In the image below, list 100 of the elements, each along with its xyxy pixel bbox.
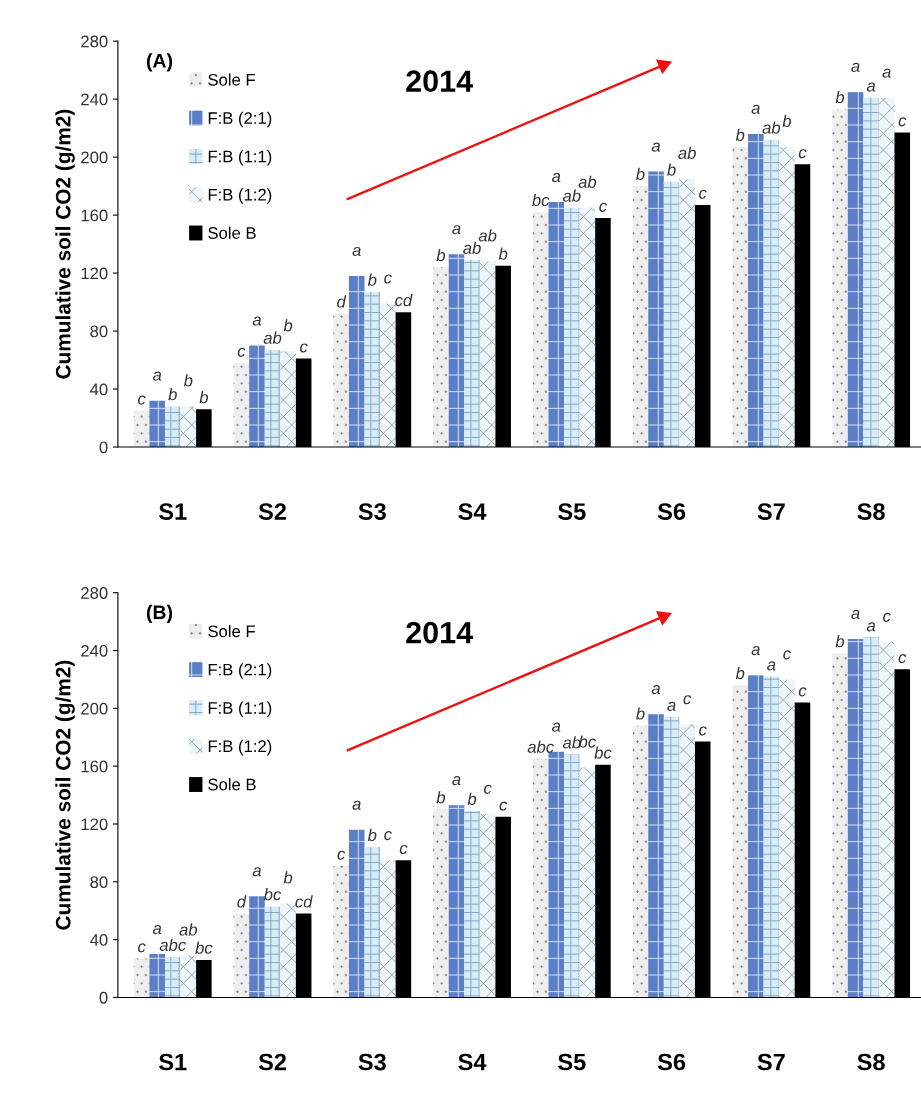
data-label: bc: [263, 888, 282, 901]
bar: [779, 679, 795, 998]
data-label: c: [683, 695, 692, 705]
bar: [832, 653, 848, 998]
bar: [732, 146, 749, 448]
data-label: c: [898, 117, 907, 127]
x-tick-label: S5: [558, 503, 586, 520]
data-label: abc: [159, 938, 187, 951]
bar: [564, 207, 580, 448]
data-label: a: [352, 246, 361, 257]
bar: [364, 291, 381, 448]
x-tick-label: S6: [657, 503, 686, 520]
bar: [748, 675, 764, 998]
bar: [133, 410, 150, 448]
data-label: a: [651, 685, 661, 695]
bar: [579, 767, 596, 998]
bar: [448, 254, 465, 448]
bar: [180, 406, 197, 448]
bar: [847, 91, 864, 448]
bar: [464, 260, 480, 448]
data-label: c: [384, 274, 392, 284]
x-tick-label: S1: [159, 1053, 187, 1071]
data-label: b: [467, 792, 477, 805]
legend-label: F:B (1:2): [208, 739, 272, 756]
bar: [532, 758, 549, 998]
bar: [732, 685, 749, 998]
data-label: d: [337, 295, 347, 308]
data-label: a: [851, 62, 860, 72]
data-label: b: [283, 871, 293, 884]
data-label: b: [735, 666, 745, 680]
bar: [532, 212, 549, 448]
annotation: 2014: [406, 70, 473, 92]
bar: [280, 903, 296, 998]
data-label: b: [183, 374, 193, 387]
data-label: a: [851, 609, 860, 619]
bar: [548, 202, 565, 448]
data-label: ab: [179, 923, 198, 936]
data-label: c: [138, 395, 146, 405]
data-label: b: [782, 114, 792, 127]
data-label: c: [300, 343, 308, 353]
bar: [663, 181, 680, 448]
legend-label: F:B (2:1): [208, 663, 272, 679]
x-tick-label: S6: [657, 1053, 686, 1071]
y-tick-label: 280: [81, 35, 108, 48]
y-tick-label: 40: [90, 383, 108, 396]
data-label: b: [436, 791, 446, 804]
data-label: b: [283, 319, 293, 332]
bar: [878, 97, 895, 448]
legend-label: Sole B: [208, 778, 256, 791]
bar: [264, 906, 281, 998]
x-tick-label: S3: [358, 1053, 386, 1071]
bar: [448, 805, 465, 998]
data-label: a: [352, 800, 361, 810]
y-tick-label: 240: [81, 93, 108, 106]
y-tick-label: 160: [81, 209, 108, 222]
data-label: c: [798, 149, 807, 159]
data-label: a: [866, 622, 876, 632]
bar: [264, 349, 281, 448]
bar: [149, 954, 165, 998]
y-tick-label: 240: [81, 644, 108, 657]
bar: [333, 313, 349, 448]
legend-label: Sole F: [208, 73, 255, 86]
data-label: a: [552, 722, 561, 732]
bar: [464, 810, 480, 998]
data-label: c: [798, 687, 807, 697]
x-tick-label: S1: [159, 503, 187, 520]
data-label: ab: [478, 229, 497, 242]
data-label: b: [199, 391, 209, 404]
bar: [632, 186, 649, 448]
bar: [648, 714, 664, 998]
data-label: b: [436, 248, 446, 262]
bar: [164, 406, 181, 448]
bar: [663, 717, 680, 998]
data-label: ab: [562, 736, 581, 749]
data-label: c: [384, 831, 392, 841]
data-label: c: [499, 801, 508, 811]
bar: [679, 724, 695, 998]
data-label: ab: [463, 241, 481, 254]
legend-label: F:B (1:1): [208, 701, 272, 718]
data-label: a: [866, 82, 876, 92]
bar: [380, 303, 396, 448]
data-label: a: [751, 104, 760, 114]
data-label: b: [667, 163, 676, 176]
data-label: ab: [578, 175, 597, 188]
y-tick-label: 280: [81, 587, 108, 599]
y-tick-label: 0: [99, 991, 108, 1004]
bar: [233, 913, 250, 998]
bar: [863, 637, 879, 998]
data-label: ab: [263, 331, 282, 344]
bar: [847, 638, 864, 998]
bar: [133, 958, 150, 998]
data-label: a: [552, 172, 561, 183]
bar: [863, 97, 879, 448]
x-tick-label: S2: [258, 1053, 287, 1071]
bar: [779, 146, 795, 448]
data-label: c: [898, 654, 907, 664]
annotation: (A): [146, 53, 173, 72]
data-label: b: [835, 90, 845, 104]
bar: [164, 956, 181, 998]
data-label: abc: [527, 740, 554, 753]
